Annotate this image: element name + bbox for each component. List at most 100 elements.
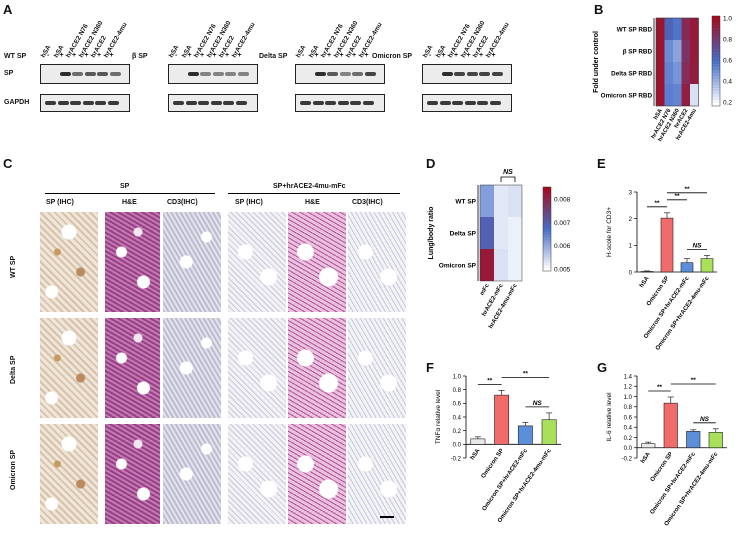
y-tick-label: 1.4 (624, 374, 633, 380)
y-tick-label: 0.6 (624, 415, 633, 421)
colorbar-step (543, 187, 551, 191)
column-header: H&E (122, 199, 137, 206)
lane-sign: - (302, 52, 305, 59)
histology-image (288, 212, 346, 312)
colorbar-step (712, 28, 720, 32)
gapdh-band (325, 101, 336, 105)
panel-b-heatmap: WT SP RBD β SP RBD Delta SP RBD Omicron SP … (593, 15, 732, 143)
group-underline-treated (228, 193, 400, 194)
lane-sign: + (84, 52, 89, 59)
sp-band (327, 72, 338, 76)
significance-label: NS (692, 242, 702, 249)
category-label: Omicron SP+hrACE2-4mu-mFc (497, 448, 553, 524)
heatmap-cell (664, 84, 673, 106)
histology-image (105, 212, 160, 312)
sp-band (479, 72, 490, 76)
column-header: CD3(IHC) (352, 199, 383, 206)
panel-label-b: B (594, 2, 604, 17)
colorbar-step (543, 206, 551, 210)
heatmap-cell (673, 84, 682, 106)
colorbar-frame (542, 186, 552, 272)
lane-sign: + (237, 52, 242, 59)
lane-sign: + (225, 52, 230, 59)
column-header: CD3(IHC) (167, 199, 198, 206)
treatment-label: β SP (132, 53, 148, 60)
sp-blot (295, 64, 385, 84)
colorbar-step (712, 31, 720, 35)
category-label: Omicron SP+hrACE2-mFc (482, 447, 530, 512)
column-label: mFc (479, 282, 491, 296)
bar (663, 402, 678, 449)
y-tick-label: 1.0 (453, 374, 462, 380)
y-tick-label: 0.6 (453, 402, 462, 408)
column-header: SP (IHC) (46, 199, 74, 206)
heatmap-cell (673, 18, 682, 40)
sp-band (466, 72, 478, 76)
panel-label-g: G (597, 360, 608, 375)
gapdh-band (210, 101, 222, 105)
gapdh-band (489, 101, 501, 105)
colorbar-step (543, 262, 551, 266)
row-label: WT SP RBD (617, 27, 653, 34)
sp-blot (40, 64, 130, 84)
colorbar-step (712, 16, 720, 20)
colorbar-step (712, 88, 720, 92)
y-tick-label: 0.4 (624, 426, 633, 432)
significance-label: ** (657, 384, 663, 391)
heatmap-cell (664, 18, 673, 40)
sp-band (212, 72, 224, 76)
scale-bar (380, 516, 394, 518)
colorbar-step (712, 103, 720, 107)
sp-band (491, 72, 503, 76)
row-label: Omicron SP RBD (601, 93, 653, 100)
colorbar-step (543, 209, 551, 213)
heatmap-cell (494, 185, 508, 217)
histology-image (348, 424, 406, 524)
gapdh-band (57, 101, 69, 105)
y-tick-label: 1.0 (624, 395, 633, 401)
gapdh-band (300, 101, 311, 105)
sp-band (237, 72, 249, 76)
colorbar-step (543, 254, 551, 258)
colorbar-step (712, 46, 720, 50)
treatment-label: Delta SP (259, 53, 288, 60)
colorbar-step (712, 73, 720, 77)
row-label: Delta SP (10, 355, 17, 384)
group-label-sp: SP (120, 183, 130, 190)
significance-label: ** (684, 186, 690, 193)
panel-label-e: E (597, 156, 606, 171)
histology-image (105, 318, 160, 418)
sp-band (84, 72, 96, 76)
y-tick-label: 0.8 (624, 405, 633, 411)
histology-image (228, 318, 286, 418)
histology-image (163, 318, 221, 418)
colorbar-step (712, 37, 720, 41)
y-axis-label: IL-6 relative level (606, 392, 613, 442)
bar (470, 438, 486, 445)
heatmap-cell (480, 185, 494, 217)
heatmap-cell (681, 84, 690, 106)
colorbar-tick: 0.005 (554, 267, 571, 274)
lane-sign: + (200, 52, 205, 59)
gapdh-band (107, 101, 119, 105)
heatmap-cell (508, 249, 522, 281)
colorbar-step (543, 195, 551, 199)
heatmap-frame (479, 184, 523, 282)
sp-band (225, 72, 236, 76)
panel-label-c: C (3, 156, 13, 171)
lane-sign: + (466, 52, 471, 59)
row-label: Omicron SP (439, 263, 477, 270)
colorbar-frame (711, 15, 721, 107)
significance-label: ** (674, 193, 680, 200)
colorbar-step (712, 67, 720, 71)
colorbar-step (543, 237, 551, 241)
colorbar-step (712, 55, 720, 59)
colorbar-step (543, 251, 551, 255)
sp-band (364, 72, 376, 76)
histology-image (228, 424, 286, 524)
y-axis-label: Lung/body ratio (428, 207, 435, 260)
row-label: Delta SP RBD (611, 71, 652, 78)
colorbar-step (712, 22, 720, 26)
category-label: Omicron SP+hrACE2-mFc (649, 451, 697, 516)
